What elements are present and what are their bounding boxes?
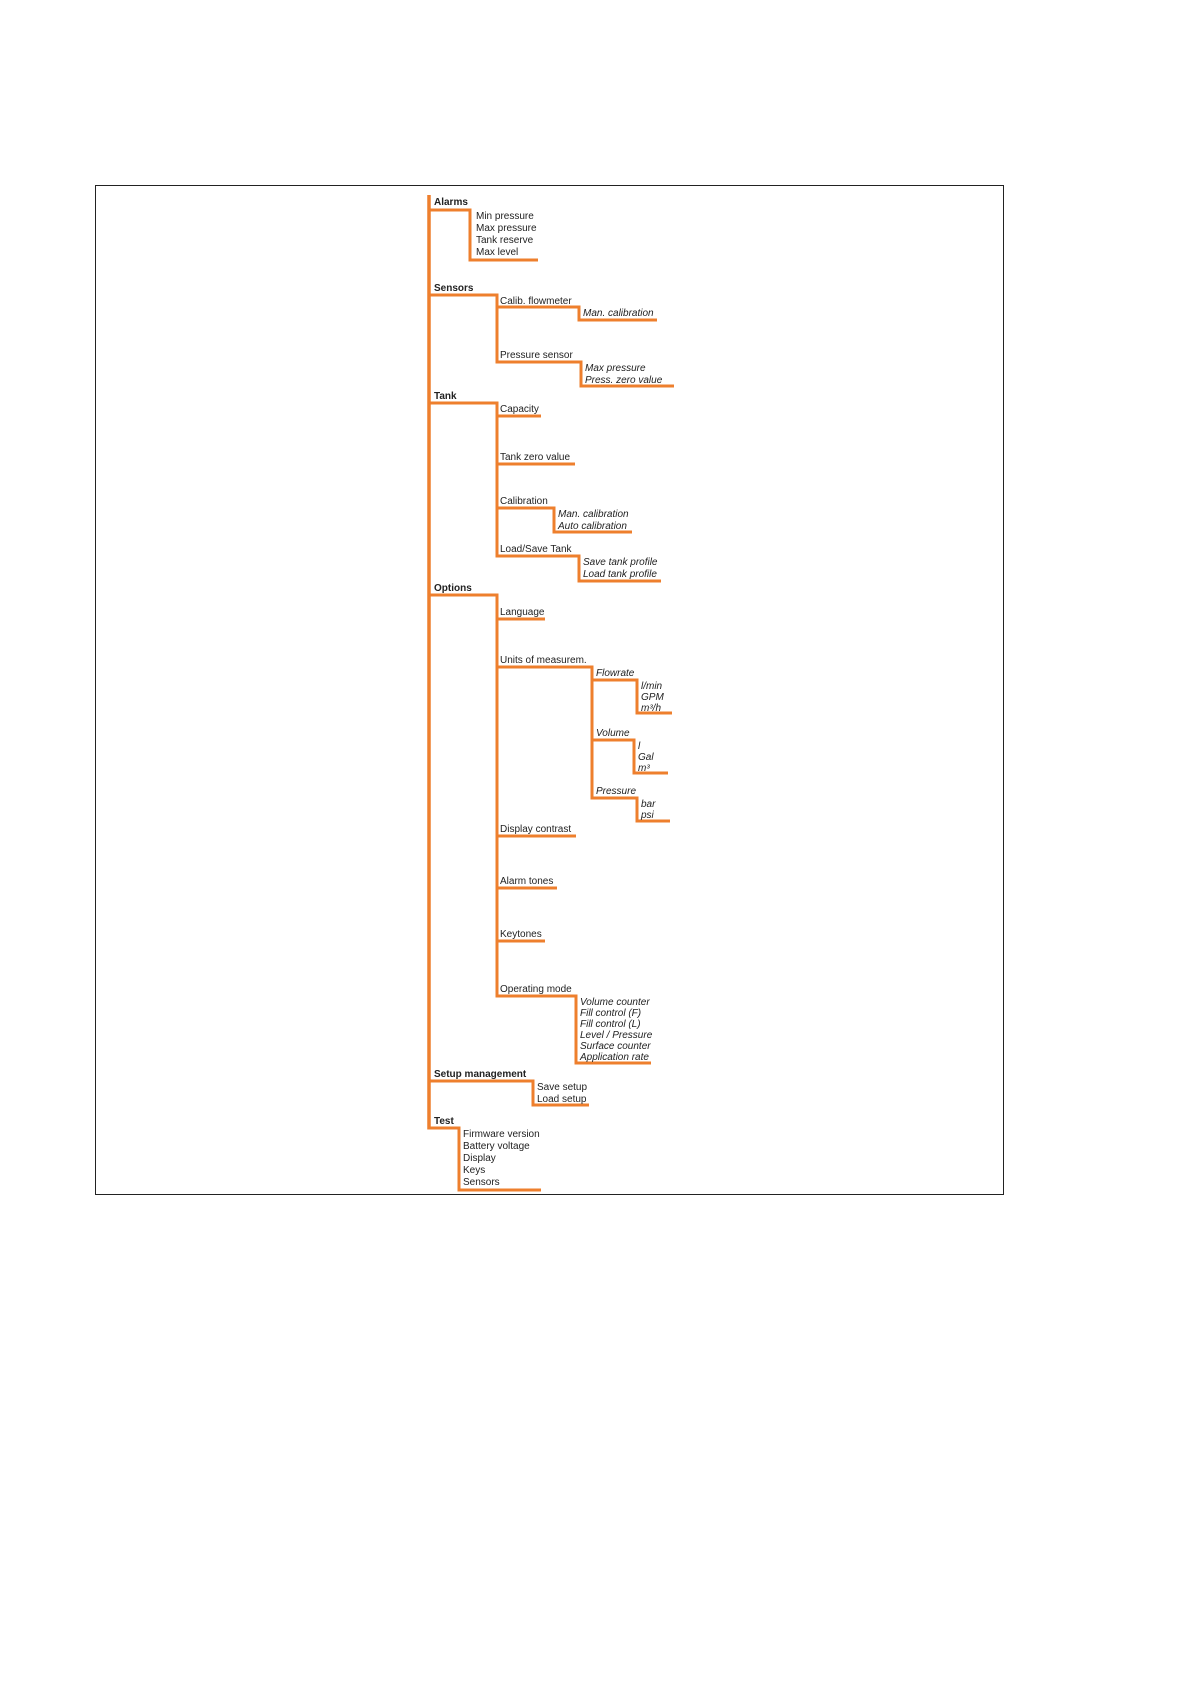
menu-item: Fill control (F) [580, 1008, 642, 1019]
menu-item: Max pressure [585, 363, 646, 374]
menu-item: Firmware version [463, 1129, 540, 1140]
load-save-tank-items: Save tank profile Load tank profile [583, 557, 658, 581]
menu-item: Volume counter [580, 997, 650, 1008]
menu-item: Gal [638, 752, 654, 763]
menu-item: Max pressure [476, 223, 537, 234]
menu-item: Application rate [580, 1052, 649, 1063]
menu-node-flowrate: Flowrate [596, 668, 635, 679]
setup-management-branch [427, 1079, 589, 1107]
menu-item: bar [641, 799, 656, 810]
menu-node-calibration: Calibration [500, 496, 548, 507]
menu-node-keytones: Keytones [500, 929, 542, 940]
menu-item: Auto calibration [558, 521, 627, 532]
menu-node-options: Options [434, 583, 472, 594]
menu-item: Sensors [463, 1177, 500, 1188]
flowrate-branch [592, 678, 672, 715]
menu-item: psi [641, 810, 654, 821]
menu-item: Load setup [537, 1094, 587, 1105]
menu-item-man-calibration: Man. calibration [583, 308, 654, 319]
menu-item: Save setup [537, 1082, 588, 1093]
flowrate-items: l/min GPM m³/h [641, 681, 664, 714]
menu-node-tank-zero-value: Tank zero value [500, 452, 571, 463]
menu-item: Display [463, 1153, 496, 1164]
tank-branch [427, 401, 661, 583]
calibration-branch [497, 506, 632, 534]
operating-mode-items: Volume counter Fill control (F) Fill con… [580, 997, 652, 1063]
menu-node-volume: Volume [596, 728, 630, 739]
menu-node-pressure-sensor: Pressure sensor [500, 350, 573, 361]
menu-item: Tank reserve [476, 235, 534, 246]
menu-item: l [638, 741, 641, 752]
calib-flowmeter-branch [497, 305, 657, 322]
units-branch [497, 665, 670, 823]
menu-item: Load tank profile [583, 569, 657, 580]
menu-node-sensors: Sensors [434, 283, 474, 294]
menu-item: Save tank profile [583, 557, 658, 568]
pressure-sensor-items: Max pressure Press. zero value [585, 363, 662, 387]
menu-node-capacity: Capacity [500, 404, 539, 415]
menu-node-test: Test [434, 1116, 454, 1127]
menu-node-alarms: Alarms [434, 197, 468, 208]
menu-node-load-save-tank: Load/Save Tank [500, 544, 572, 555]
menu-item: Surface counter [580, 1041, 651, 1052]
test-branch [427, 1126, 541, 1192]
menu-item: Man. calibration [558, 509, 629, 520]
menu-item: l/min [641, 681, 663, 692]
menu-item: Fill control (L) [580, 1019, 641, 1030]
sensors-branch [427, 293, 674, 388]
menu-item: Press. zero value [585, 375, 663, 386]
menu-node-pressure: Pressure [596, 786, 637, 797]
menu-node-setup-management: Setup management [434, 1069, 527, 1080]
menu-node-operating-mode: Operating mode [500, 984, 572, 995]
menu-node-display-contrast: Display contrast [500, 824, 572, 835]
menu-item: m³ [638, 763, 650, 774]
menu-node-tank: Tank [434, 391, 457, 402]
calibration-items: Man. calibration Auto calibration [558, 509, 629, 533]
menu-item: GPM [641, 692, 664, 703]
menu-item: Max level [476, 247, 519, 258]
menu-item: Keys [463, 1165, 486, 1176]
pressure-items: bar psi [641, 799, 655, 821]
alarms-branch [427, 208, 538, 262]
options-branch [427, 593, 651, 1065]
menu-node-calib-flowmeter: Calib. flowmeter [500, 296, 572, 307]
test-items: Firmware version Battery voltage Display… [463, 1129, 540, 1189]
volume-branch [592, 738, 668, 775]
alarms-items: Min pressure Max pressure Tank reserve M… [476, 211, 537, 259]
volume-items: l Gal m³ [638, 741, 654, 774]
menu-node-language: Language [500, 607, 545, 618]
menu-item: m³/h [641, 703, 661, 714]
setup-management-items: Save setup Load setup [537, 1082, 587, 1106]
menu-item: Battery voltage [463, 1141, 530, 1152]
menu-item: Min pressure [476, 211, 534, 222]
menu-node-alarm-tones: Alarm tones [500, 876, 554, 887]
menu-node-units-of-measurem: Units of measurem. [500, 655, 587, 666]
diagram-frame [95, 185, 1004, 1195]
menu-item: Level / Pressure [580, 1030, 653, 1041]
